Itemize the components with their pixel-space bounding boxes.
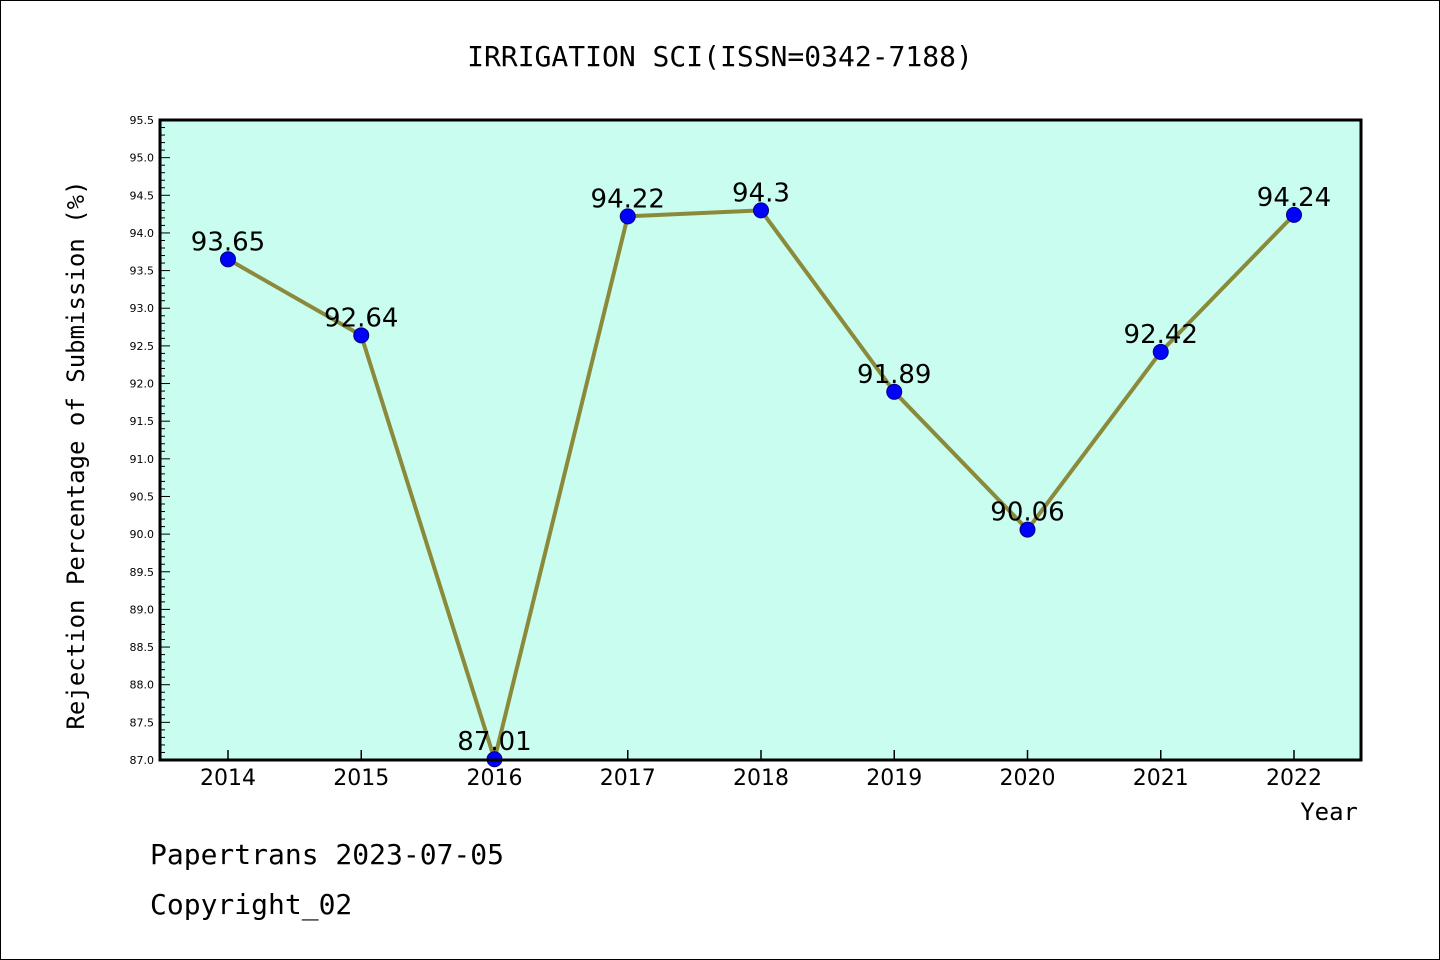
data-label: 87.01 (457, 727, 531, 757)
footer-copyright: Copyright_02 (150, 888, 352, 922)
y-axis-title: Rejection Percentage of Submission (%) (62, 180, 90, 729)
data-point (1152, 343, 1169, 360)
data-point (1286, 206, 1302, 223)
y-tick-label: 90.5 (130, 490, 155, 503)
data-point (1019, 521, 1036, 538)
data-label: 92.42 (1124, 320, 1198, 350)
data-point (220, 251, 236, 268)
y-tick-label: 93.0 (130, 302, 155, 315)
y-tick-label: 94.5 (130, 189, 155, 202)
y-tick-label: 94.0 (130, 227, 155, 240)
y-tick-label: 95.5 (130, 114, 155, 127)
data-label: 91.89 (857, 360, 931, 390)
y-tick-label: 89.5 (130, 566, 155, 579)
y-tick-label: 87.5 (130, 716, 155, 729)
y-tick-label: 93.5 (130, 265, 155, 278)
data-label: 94.3 (732, 178, 790, 208)
plot-border (158, 118, 1363, 762)
y-tick-label: 88.0 (130, 679, 155, 692)
x-tick-label: 2020 (1000, 766, 1056, 791)
y-tick-label: 87.0 (130, 754, 155, 767)
data-label: 93.65 (191, 227, 265, 257)
y-tick-label: 92.0 (130, 378, 155, 391)
data-point (353, 327, 370, 344)
x-tick-label: 2016 (467, 766, 523, 791)
y-tick-label: 91.0 (130, 453, 155, 466)
x-axis-title: Year (1300, 798, 1358, 826)
y-tick-label: 92.5 (130, 340, 155, 353)
x-tick-label: 2018 (733, 766, 789, 791)
plot-area (160, 120, 1361, 760)
footer-date: Papertrans 2023-07-05 (150, 838, 504, 871)
data-label: 94.24 (1257, 183, 1331, 213)
y-tick-label: 90.0 (130, 528, 155, 541)
data-point (886, 383, 903, 400)
chart-title: IRRIGATION SCI(ISSN=0342-7188) (467, 40, 973, 73)
data-label: 94.22 (591, 184, 665, 214)
x-tick-label: 2015 (333, 766, 389, 791)
x-tick-label: 2022 (1266, 766, 1322, 791)
data-label: 90.06 (990, 498, 1064, 528)
y-tick-label: 91.5 (130, 415, 155, 428)
data-markers (220, 202, 1302, 768)
x-tick-label: 2014 (200, 766, 256, 791)
data-point (753, 202, 769, 219)
x-axis: 2014 2015 2016 2017 2018 2019 2020 2021 2022 (200, 750, 1322, 791)
x-tick-label: 2017 (600, 766, 656, 791)
data-labels: 93.65 92.64 87.01 94.22 94.3 91.89 90.06 92.42 9… (191, 178, 1331, 757)
y-tick-label: 89.0 (130, 603, 155, 616)
y-tick-label: 95.0 (130, 152, 155, 165)
data-point (619, 208, 636, 225)
data-label: 92.64 (324, 303, 398, 333)
y-tick-label: 88.5 (130, 641, 155, 654)
x-tick-label: 2021 (1133, 766, 1189, 791)
x-tick-label: 2019 (866, 766, 922, 791)
